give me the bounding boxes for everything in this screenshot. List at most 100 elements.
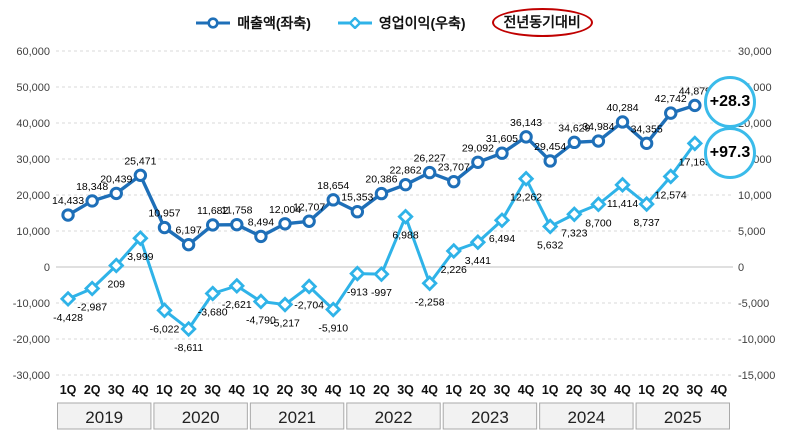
x-axis-quarter-labels: 1Q 2Q 3Q 4Q 1Q 2Q 3Q 4Q 1Q 2Q 3Q 4Q 1Q 2Q 3Q 4Q 1Q 2Q 3Q 4Q… [60, 383, 728, 397]
revenue-point-marker [157, 220, 172, 235]
svg-text:31,605: 31,605 [486, 133, 518, 145]
revenue-point-marker [326, 193, 340, 207]
revenue-point-marker [422, 165, 437, 180]
svg-text:44,879: 44,879 [679, 85, 711, 97]
profit-point-marker [132, 230, 149, 247]
profit-point-marker [180, 320, 197, 338]
svg-text:1Q: 1Q [60, 383, 77, 397]
svg-text:60,000: 60,000 [16, 46, 50, 58]
svg-text:23,707: 23,707 [438, 162, 470, 174]
svg-text:12,004: 12,004 [269, 204, 301, 216]
svg-text:42,742: 42,742 [655, 93, 687, 105]
svg-text:18,348: 18,348 [76, 181, 108, 193]
profit-point-marker [228, 277, 245, 295]
svg-text:-6,022: -6,022 [150, 323, 180, 335]
revenue-point-marker [278, 217, 292, 231]
svg-text:-997: -997 [371, 287, 392, 299]
svg-text:12,707: 12,707 [293, 201, 325, 213]
profit-point-marker [686, 135, 704, 152]
svg-text:0: 0 [44, 262, 50, 274]
profit-point-marker [108, 257, 125, 274]
profit-point-marker [517, 170, 535, 187]
svg-text:3Q: 3Q [204, 383, 221, 397]
svg-text:2022: 2022 [375, 408, 413, 427]
revenue-point-marker [664, 106, 678, 120]
year-box [249, 402, 345, 430]
svg-text:8,737: 8,737 [633, 217, 659, 229]
revenue-point-marker [230, 217, 244, 232]
svg-text:-10,000: -10,000 [738, 334, 775, 346]
legend-label-revenue: 매출액(좌축) [237, 14, 311, 31]
svg-text:36,143: 36,143 [510, 117, 542, 129]
svg-text:2021: 2021 [278, 408, 316, 427]
svg-text:34,984: 34,984 [582, 121, 614, 133]
svg-text:22,862: 22,862 [389, 165, 421, 177]
year-box [153, 402, 248, 430]
year-box [539, 402, 634, 430]
svg-text:30,000: 30,000 [16, 154, 50, 166]
svg-text:26,227: 26,227 [414, 153, 446, 165]
svg-text:2Q: 2Q [373, 383, 390, 397]
revenue-point-marker [471, 155, 485, 169]
svg-text:29,092: 29,092 [462, 142, 494, 154]
revenue-point-marker [615, 115, 630, 129]
svg-text:17,165: 17,165 [679, 156, 711, 168]
svg-text:2Q: 2Q [277, 383, 294, 397]
svg-text:-5,217: -5,217 [270, 318, 300, 330]
svg-text:2Q: 2Q [180, 383, 197, 397]
profit-series [59, 135, 704, 338]
revenue-point-marker [350, 205, 365, 219]
profit-point-marker [300, 278, 318, 295]
svg-text:-4,428: -4,428 [53, 312, 83, 324]
profit-series-labels: -4,428-2,9872093,999-6,022-8,611-3,680-2… [53, 156, 711, 354]
year-box [57, 402, 152, 430]
svg-text:34,355: 34,355 [631, 123, 663, 135]
revenue-point-marker [495, 146, 509, 160]
svg-text:34,629: 34,629 [558, 122, 590, 134]
chart-legend: 매출액(좌축) 영업이익(우축) 전년동기대비 [0, 8, 788, 37]
svg-text:40,284: 40,284 [606, 102, 638, 114]
yoy-highlight-label: 전년동기대비 [491, 8, 593, 37]
svg-text:10,957: 10,957 [148, 208, 180, 220]
profit-point-marker [204, 285, 221, 302]
svg-text:2025: 2025 [664, 408, 702, 427]
svg-text:3Q: 3Q [590, 383, 607, 397]
profit-yoy-badge: +97.3 [704, 127, 756, 179]
revenue-point-marker [133, 168, 148, 183]
svg-text:6,988: 6,988 [392, 230, 418, 242]
svg-text:4Q: 4Q [228, 383, 245, 397]
profit-point-marker [156, 302, 173, 319]
svg-text:3Q: 3Q [301, 383, 318, 397]
profit-line-diamond-icon [337, 16, 372, 29]
left-axis-ticks: 60,000 50,000 40,000 30,000 20,000 10,000 0 -10… [13, 46, 50, 382]
revenue-point-marker [61, 208, 75, 222]
svg-text:-3,680: -3,680 [198, 306, 228, 318]
svg-text:29,454: 29,454 [534, 141, 566, 153]
svg-text:-5,000: -5,000 [738, 298, 769, 310]
revenue-point-marker [567, 135, 582, 150]
revenue-point-marker [688, 98, 702, 113]
year-box [635, 402, 730, 430]
svg-text:3,999: 3,999 [127, 251, 153, 263]
x-axis-year-boxes: 2019 2020 2021 2022 2023 2024 2025 [57, 402, 730, 430]
year-box [442, 402, 538, 430]
revenue-point-marker [254, 229, 268, 244]
svg-text:-20,000: -20,000 [13, 334, 50, 346]
svg-text:12,574: 12,574 [655, 189, 687, 201]
legend-item-profit: 영업이익(우축) [337, 13, 466, 33]
revenue-yoy-badge: +28.3 [704, 76, 756, 128]
revenue-point-marker [639, 136, 654, 151]
svg-text:0: 0 [738, 262, 744, 274]
svg-text:10,000: 10,000 [738, 190, 772, 202]
legend-label-profit: 영업이익(우축) [378, 14, 466, 31]
legend-item-yoy: 전년동기대비 [491, 8, 593, 37]
svg-text:5,000: 5,000 [738, 226, 766, 238]
profit-point-marker [83, 280, 101, 297]
svg-text:2023: 2023 [471, 408, 509, 427]
svg-text:4Q: 4Q [421, 383, 438, 397]
profit-point-marker [662, 168, 679, 185]
profit-point-marker [325, 301, 342, 318]
svg-text:2020: 2020 [182, 408, 220, 427]
